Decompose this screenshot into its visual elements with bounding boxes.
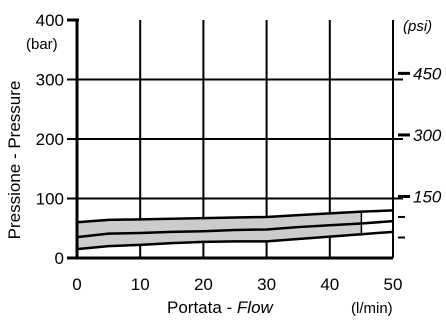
x-tick-label-20: 20 xyxy=(194,275,213,294)
axes xyxy=(67,18,410,260)
y2-tick-label-450: 450 xyxy=(413,64,442,83)
x-tick-label-0: 0 xyxy=(72,275,81,294)
series-line-1 xyxy=(76,209,394,224)
y-unit-left: (bar) xyxy=(26,36,58,53)
x-tick-label-40: 40 xyxy=(320,275,339,294)
x-axis-title-it: Portata - xyxy=(167,298,237,317)
x-tick-label-50: 50 xyxy=(384,275,403,294)
y2-tick-label-150: 150 xyxy=(413,187,442,206)
series-line-3 xyxy=(76,230,394,251)
y-tick-label-100: 100 xyxy=(36,190,64,209)
y-unit-right: (psi) xyxy=(403,18,432,35)
y-tick-label-300: 300 xyxy=(36,71,64,90)
series-line-2 xyxy=(76,219,394,239)
y-axis-title: Pressione - Pressure xyxy=(5,81,24,240)
y-tick-label-0: 0 xyxy=(55,249,64,268)
x-tick-label-10: 10 xyxy=(131,275,150,294)
y-tick-label-400: 400 xyxy=(36,11,64,30)
tick-labels: 0 100 200 300 400 0 10 20 30 40 50 150 300 450 xyxy=(36,11,442,294)
series-lines xyxy=(76,209,394,251)
x-axis-title: Portata - Flow xyxy=(167,298,275,317)
y-tick-label-200: 200 xyxy=(36,130,64,149)
x-unit: (l/min) xyxy=(351,300,393,317)
y2-tick-label-300: 300 xyxy=(413,126,442,145)
x-axis-title-en: Flow xyxy=(237,298,275,317)
x-tick-label-30: 30 xyxy=(257,275,276,294)
